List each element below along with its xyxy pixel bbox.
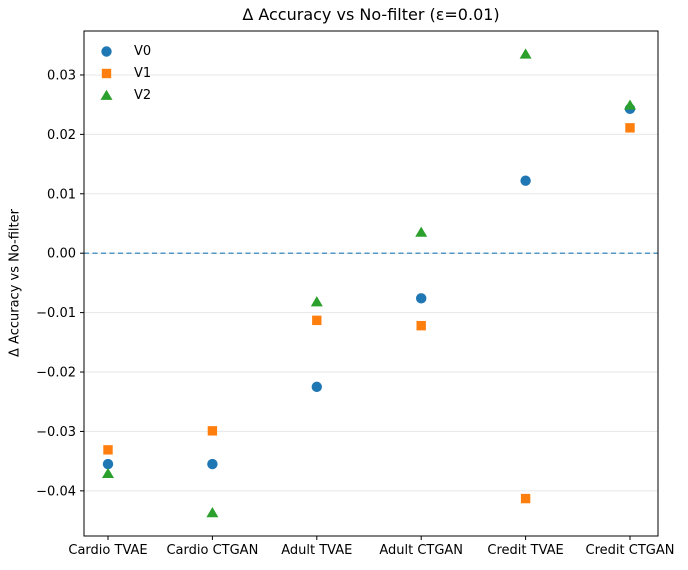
y-tick-label: 0.01 — [47, 187, 76, 202]
y-tick-label: −0.01 — [36, 306, 76, 321]
x-tick-label: Credit TVAE — [487, 543, 563, 558]
triangle-marker-icon — [100, 89, 113, 100]
data-point-v1 — [103, 445, 113, 455]
x-tick-label: Credit CTGAN — [586, 543, 675, 558]
legend-label: V2 — [134, 87, 152, 103]
y-tick-label: 0.02 — [47, 128, 76, 143]
data-point-v1 — [625, 123, 635, 133]
data-point-v1 — [520, 493, 531, 504]
data-point-v2 — [624, 99, 636, 110]
data-point-v2 — [415, 226, 428, 237]
data-point-v2 — [102, 467, 114, 479]
legend-label: V1 — [134, 65, 152, 81]
legend-item-v2: V2 — [99, 84, 151, 106]
y-tick-label: 0.03 — [47, 68, 76, 83]
data-point-v0 — [102, 458, 114, 470]
data-point-v0 — [311, 381, 322, 393]
x-tick-label: Adult TVAE — [281, 543, 352, 558]
legend-item-v0: V0 — [99, 40, 151, 62]
plot-border — [83, 30, 659, 537]
data-point-v2 — [310, 296, 323, 307]
circle-marker-icon — [101, 45, 112, 57]
data-point-v1 — [207, 426, 218, 436]
x-tick-label: Adult CTGAN — [379, 543, 463, 558]
y-tick-label: 0.00 — [47, 247, 76, 262]
legend-item-v1: V1 — [99, 62, 151, 84]
chart-title: Δ Accuracy vs No-filter (ε=0.01) — [242, 5, 500, 24]
data-point-v0 — [520, 175, 531, 186]
x-tick-label: Cardio TVAE — [68, 543, 147, 558]
data-point-v1 — [312, 315, 322, 326]
data-point-v0 — [207, 458, 218, 470]
data-point-v1 — [416, 320, 426, 331]
square-marker-icon — [101, 68, 112, 78]
data-point-v0 — [416, 293, 427, 304]
y-tick-label: −0.02 — [36, 366, 76, 381]
y-tick-label: −0.03 — [36, 425, 76, 440]
x-tick-label: Cardio CTGAN — [166, 543, 258, 558]
data-point-v2 — [206, 507, 219, 518]
legend: V0 V1 V2 — [99, 40, 151, 106]
data-point-v2 — [519, 48, 532, 59]
y-axis-label: Δ Accuracy vs No-filter — [7, 209, 23, 357]
y-tick-label: −0.04 — [36, 484, 76, 499]
legend-label: V0 — [134, 43, 152, 59]
